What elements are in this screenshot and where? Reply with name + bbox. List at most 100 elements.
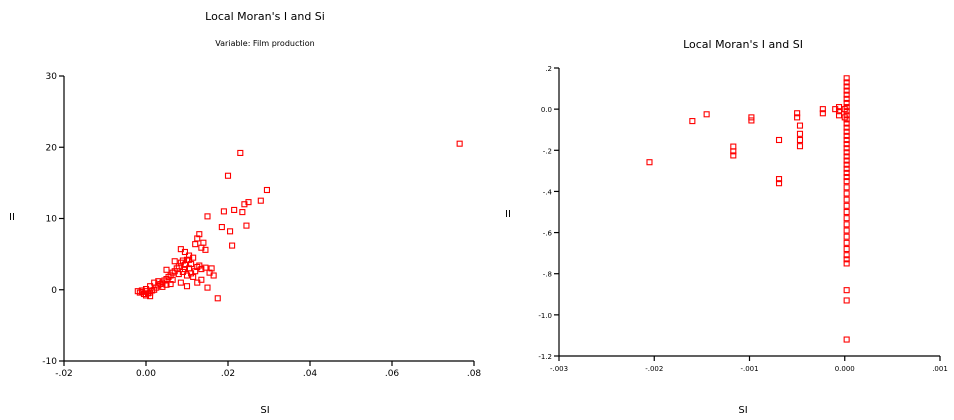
chart1-data-point [138, 287, 145, 294]
chart2-data-point [843, 245, 850, 253]
chart2-data-point [843, 208, 850, 216]
chart2-data-point [843, 132, 850, 139]
chart1-data-point [186, 252, 193, 259]
chart1-data-point [163, 266, 170, 273]
chart1-data-point [151, 279, 158, 286]
chart1-y-axis-label: II [9, 212, 15, 223]
chart2-data-point [646, 159, 653, 166]
chart1-subtitle: Variable: Film production [215, 39, 314, 48]
chart1-data-point [181, 248, 188, 256]
chart1-data-point [171, 258, 178, 265]
chart1-data-point [177, 279, 184, 286]
chart2-data-point [843, 124, 850, 131]
chart1-data-point [245, 199, 252, 206]
chart1-data-point [183, 283, 191, 290]
chart2-data-point [843, 287, 850, 294]
chart1-data-point [200, 239, 207, 246]
chart1-data-point [257, 197, 264, 204]
chart2-data-point [775, 176, 783, 183]
chart1-x-tick-label: 0.00 [136, 369, 156, 379]
chart1-data-point [220, 208, 227, 215]
chart2-y-tick-label: 0.0 [541, 106, 552, 114]
chart2-data-point [843, 227, 850, 234]
chart2-data-point [843, 79, 850, 86]
chart1-y-tick-label: 10 [46, 215, 58, 225]
chart2-data-point [843, 153, 850, 160]
chart1-data-point [206, 269, 213, 276]
chart1-data-point [214, 295, 221, 302]
chart2-data-point [843, 128, 850, 135]
chart2-data-point [748, 117, 755, 124]
chart2-data-point [843, 173, 850, 181]
chart2-data-point [843, 104, 850, 111]
chart2-data-point [843, 157, 850, 164]
chart2-data-point [843, 260, 850, 267]
chart2-data-point [835, 104, 843, 111]
chart2-data-point [843, 91, 850, 98]
chart2-data-point [794, 114, 801, 121]
chart1-data-point [190, 273, 197, 280]
chart1-data-point [196, 262, 203, 269]
chart2-data-point [835, 108, 843, 115]
chart2-plot: -1.2 -1.0 -.8 -.6 -.4 -.2 0.0 .2 -.003 -.002 -.001… [538, 65, 947, 373]
chart1-plot: -10 0 10 20 30 -.02 0.00 .02 .04 .06 .08 [42, 72, 481, 379]
chart1-data-point [192, 241, 199, 248]
chart2-data-point [775, 136, 783, 144]
chart2-x-tick-label: -.003 [550, 365, 568, 373]
chart1-data-point [231, 206, 238, 213]
chart2-data-point [796, 130, 804, 137]
chart2-data-point [843, 169, 850, 176]
chart2-y-tick-label: -1.0 [538, 312, 552, 320]
chart2-data-point [843, 95, 850, 102]
chart2-x-axis-label: SI [738, 405, 747, 416]
chart2-x-tick-label: -.001 [740, 365, 758, 373]
chart2-data-point [796, 122, 804, 129]
chart1-x-tick-label: .06 [385, 369, 400, 379]
chart1-data-point [224, 172, 232, 179]
chart2-data-point [843, 165, 850, 172]
chart2-data-point [843, 190, 850, 197]
chart1-y-tick-label: 20 [46, 143, 58, 153]
chart1-title: Local Moran's I and Si [205, 10, 325, 23]
chart1-x-tick-label: -.02 [55, 369, 73, 379]
chart2-data-point [843, 297, 850, 304]
chart2-y-tick-label: -.2 [543, 147, 552, 155]
chart1-x-tick-label: .04 [303, 369, 318, 379]
chart2-x-tick-label: .001 [932, 365, 948, 373]
chart1-y-tick-label: 0 [51, 286, 57, 296]
chart2-data-point [843, 196, 850, 203]
chart2-data-point [843, 136, 850, 144]
chart2-data-point [843, 252, 850, 259]
chart1-x-tick-label: .02 [221, 369, 235, 379]
chart1-data-point [147, 283, 154, 290]
chart1-data-point [456, 140, 463, 147]
chart2-data-point [730, 152, 737, 159]
chart2-data-point [748, 114, 755, 121]
chart2-data-point [796, 143, 804, 150]
chart1-data-point [243, 222, 250, 229]
chart2-y-tick-label: -.4 [543, 188, 553, 196]
chart2-y-tick-label: -.8 [543, 271, 552, 279]
chart1-y-tick-label: 30 [46, 72, 58, 82]
chart1-data-point [204, 213, 211, 220]
chart1-data-point [196, 231, 203, 238]
chart2-data-point [843, 336, 850, 343]
chart2-data-point [843, 141, 850, 148]
chart2-data-point [843, 83, 850, 90]
chart2-y-tick-label: -.6 [543, 230, 553, 238]
chart2-data-point [703, 111, 710, 118]
chart2-data-point [843, 149, 850, 156]
chart2-data-point [843, 108, 850, 115]
chart1-data-point [204, 284, 211, 291]
chart2-data-point [835, 112, 843, 119]
chart2-data-point [843, 112, 850, 119]
chart1-x-axis-label: SI [260, 405, 269, 416]
chart2-data-point [796, 136, 804, 144]
chart1-y-tick-label: -10 [42, 357, 57, 367]
chart2-data-point [843, 161, 850, 168]
chart2-data-point [843, 184, 850, 191]
chart1-data-point [181, 266, 188, 273]
chart2-data-point [843, 75, 850, 82]
chart2-data-point [843, 145, 850, 152]
